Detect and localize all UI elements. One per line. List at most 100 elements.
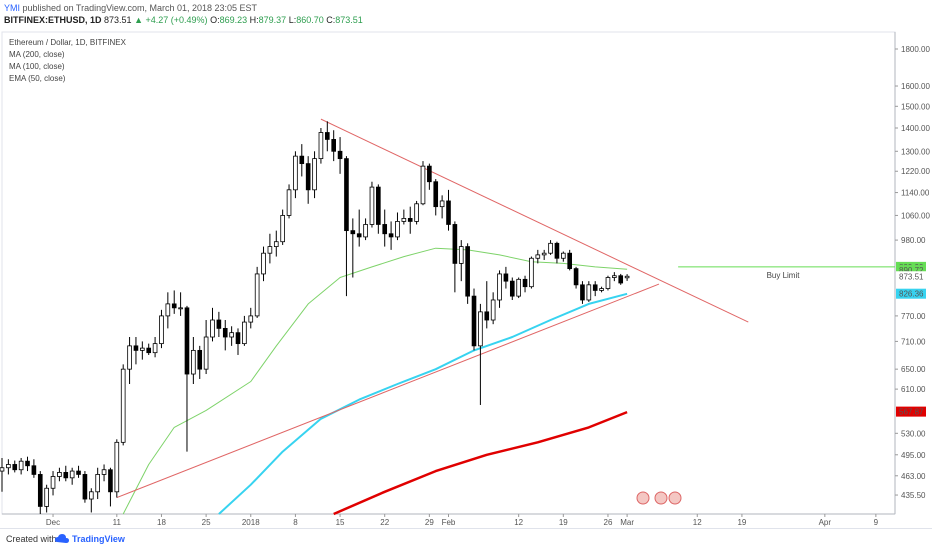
candle-body bbox=[133, 345, 139, 351]
candle-body bbox=[331, 139, 336, 152]
candle-body bbox=[388, 233, 394, 238]
publish-text: published on TradingView.com, March 01, … bbox=[22, 3, 258, 13]
price-axis[interactable]: 435.50 463.00 495.00 530.00 610.00 650.00 710.… bbox=[895, 45, 930, 500]
price-tick-label: 1060.00 bbox=[901, 211, 930, 220]
price-tick-label: 530.00 bbox=[901, 429, 926, 438]
price-chart[interactable]: 435.50 463.00 495.00 530.00 610.00 650.00 710.… bbox=[0, 0, 932, 528]
candle-body bbox=[140, 347, 145, 351]
price-change: +4.27 (+0.49%) bbox=[145, 15, 208, 25]
candle-body bbox=[12, 464, 18, 471]
trendline-upper bbox=[320, 118, 749, 323]
price-tick-label: 1400.00 bbox=[901, 124, 930, 133]
candle-body bbox=[548, 242, 553, 254]
annotations: Buy Limit bbox=[678, 266, 895, 280]
candle-body bbox=[171, 303, 177, 309]
candle-body bbox=[254, 273, 260, 317]
legend-ma200: MA (200, close) bbox=[9, 50, 65, 59]
candle-body bbox=[235, 332, 241, 345]
price-label-text: 890.72 bbox=[899, 266, 924, 275]
candle-body bbox=[561, 252, 566, 259]
price-label-text: 567.87 bbox=[899, 408, 924, 417]
candle-body bbox=[376, 186, 381, 225]
candle-body bbox=[337, 150, 343, 160]
event-markers[interactable] bbox=[636, 491, 682, 505]
candle-body bbox=[146, 347, 152, 354]
split-flag-icon[interactable] bbox=[668, 491, 682, 505]
candle-body bbox=[222, 327, 228, 338]
candle-body bbox=[210, 319, 215, 338]
candle-body bbox=[127, 345, 132, 370]
earnings-flag-icon[interactable] bbox=[654, 491, 668, 505]
high-label: H: bbox=[249, 15, 259, 25]
publish-info: YMI published on TradingView.com, March … bbox=[4, 3, 257, 13]
candle-body bbox=[88, 491, 94, 500]
candle-body bbox=[69, 470, 75, 479]
time-tick-label: 9 bbox=[874, 518, 879, 527]
plot-border bbox=[1, 31, 896, 515]
candle-body bbox=[31, 465, 37, 475]
price-tick-label: 980.00 bbox=[901, 236, 926, 245]
time-tick-label: 22 bbox=[380, 518, 389, 527]
candle-body bbox=[165, 303, 171, 317]
candle-body bbox=[414, 203, 419, 222]
candle-body bbox=[152, 343, 158, 354]
high-value: 879.37 bbox=[258, 15, 287, 25]
candle-body bbox=[567, 252, 573, 270]
price-tick-label: 1140.00 bbox=[901, 189, 930, 198]
candle-body bbox=[76, 470, 81, 475]
time-tick-label: 12 bbox=[514, 518, 523, 527]
candle-body bbox=[605, 277, 611, 289]
candle-body bbox=[318, 132, 324, 160]
candle-body bbox=[612, 275, 617, 278]
close-value: 873.51 bbox=[335, 15, 363, 25]
candle-body bbox=[395, 221, 400, 238]
candle-body bbox=[350, 230, 356, 235]
last-price: 873.51 bbox=[104, 15, 132, 25]
candle-body bbox=[599, 288, 604, 291]
dividend-flag-icon[interactable] bbox=[636, 491, 650, 505]
candle-body bbox=[356, 233, 362, 238]
publisher-name[interactable]: YMI bbox=[4, 3, 21, 13]
candle-body bbox=[458, 246, 464, 264]
time-tick-label: 8 bbox=[293, 518, 298, 527]
candle-body bbox=[439, 200, 445, 208]
created-with-text: Created with bbox=[6, 534, 57, 544]
close-label: C: bbox=[326, 15, 336, 25]
price-label-text: 873.51 bbox=[899, 272, 924, 281]
time-tick-label: 12 bbox=[693, 518, 702, 527]
candle-body bbox=[57, 472, 62, 477]
price-label-bg bbox=[896, 265, 926, 276]
candle-body bbox=[261, 252, 266, 275]
low-value: 860.70 bbox=[296, 15, 324, 25]
price-label-text: 826.36 bbox=[899, 290, 924, 299]
tradingview-logo-icon[interactable] bbox=[54, 532, 70, 546]
ma200-line bbox=[333, 410, 628, 516]
time-tick-label: 15 bbox=[336, 518, 345, 527]
candle-body bbox=[529, 257, 534, 288]
candle-body bbox=[299, 155, 305, 165]
candle-body bbox=[465, 246, 470, 297]
price-tick-label: 650.00 bbox=[901, 365, 926, 374]
candle-body bbox=[273, 241, 279, 247]
candle-body bbox=[420, 165, 426, 205]
tradingview-brand[interactable]: TradingView bbox=[72, 534, 125, 544]
candle-body bbox=[267, 246, 273, 254]
candle-body bbox=[344, 158, 349, 232]
candle-body bbox=[203, 336, 209, 370]
candles bbox=[0, 121, 630, 514]
candle-body bbox=[497, 273, 502, 301]
candle-body bbox=[0, 467, 5, 472]
legend-ema50: EMA (50, close) bbox=[9, 74, 66, 83]
candle-body bbox=[229, 332, 234, 338]
candle-body bbox=[554, 242, 560, 259]
candle-body bbox=[108, 469, 113, 493]
price-tick-label: 463.00 bbox=[901, 472, 926, 481]
candle-body bbox=[120, 368, 126, 443]
low-label: L: bbox=[288, 15, 297, 25]
price-label-bg bbox=[896, 288, 926, 299]
legend-title: Ethereum / Dollar, 1D, BITFINEX bbox=[9, 38, 127, 47]
time-axis[interactable]: Dec 11 18 25 2018 8 15 22 29 Feb 12 19 26 Mar 12 19 Apr 9 bbox=[46, 514, 879, 527]
candle-body bbox=[50, 476, 56, 489]
candle-body bbox=[509, 280, 515, 297]
